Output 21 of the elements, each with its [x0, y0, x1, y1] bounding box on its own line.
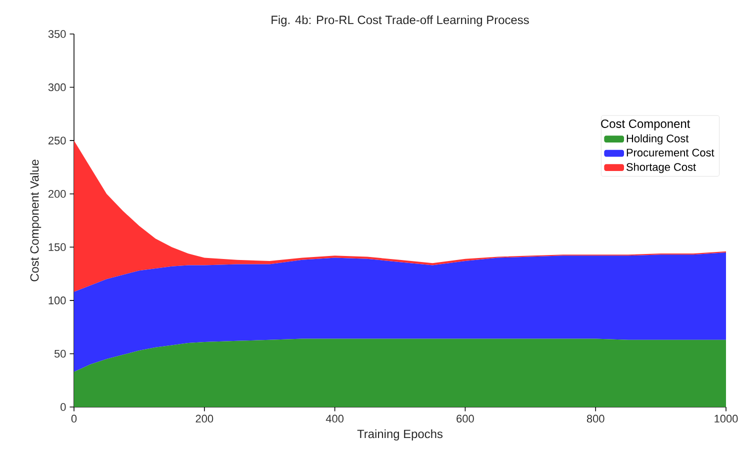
y-tick-label: 300 [48, 83, 66, 92]
x-tick-label: 0 [71, 414, 77, 423]
x-axis-title: Training Epochs [357, 429, 443, 441]
legend-title: Cost Component [601, 120, 690, 130]
y-axis-title: Cost Component Value [30, 160, 42, 282]
x-tick-label: 800 [586, 414, 604, 423]
y-tick-label: 50 [54, 350, 66, 358]
legend-label: Shortage Cost [626, 162, 696, 174]
y-tick-label: 200 [48, 190, 66, 198]
chart-title: Fig. 4b: Pro-RL Cost Trade-off Learning Process [272, 15, 529, 27]
x-tick-label: 600 [456, 414, 474, 423]
y-tick-label: 0 [60, 403, 66, 411]
y-tick-label: 350 [48, 30, 66, 38]
legend-label: Procurement Cost [626, 148, 714, 156]
y-tick-label: 150 [48, 243, 66, 252]
legend-label: Holding Cost [626, 134, 689, 145]
x-tick-label: 400 [326, 414, 344, 423]
y-tick-label: 250 [48, 136, 66, 144]
x-tick-label: 1000 [714, 414, 738, 423]
y-tick-label: 100 [48, 296, 66, 304]
x-tick-label: 200 [196, 414, 214, 423]
